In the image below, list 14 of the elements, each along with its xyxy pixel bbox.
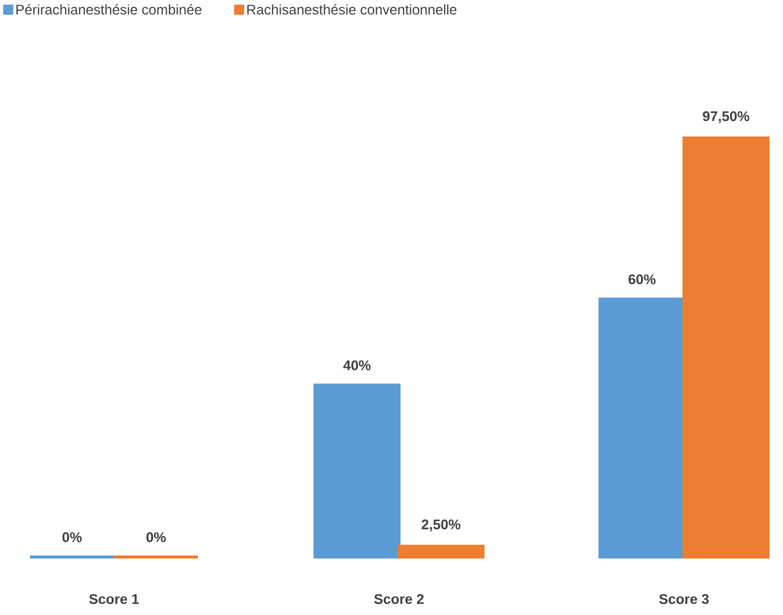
x-tick-label: Score 2 (374, 594, 424, 604)
data-label: 97,50% (702, 111, 750, 124)
legend-label: Périrachianesthésie combinée (16, 4, 202, 15)
x-tick-label: Score 1 (89, 594, 139, 604)
data-label: 0% (146, 532, 166, 542)
data-label: 60% (628, 274, 656, 284)
bar (314, 384, 401, 558)
data-label: 40% (343, 360, 371, 370)
data-label: 0% (62, 532, 82, 542)
bar (682, 136, 770, 558)
legend-label: Rachisanesthésie conventionnelle (247, 4, 456, 15)
data-label: 2,50% (422, 520, 460, 532)
x-tick-label: Score 3 (659, 594, 709, 604)
bar (398, 544, 485, 558)
